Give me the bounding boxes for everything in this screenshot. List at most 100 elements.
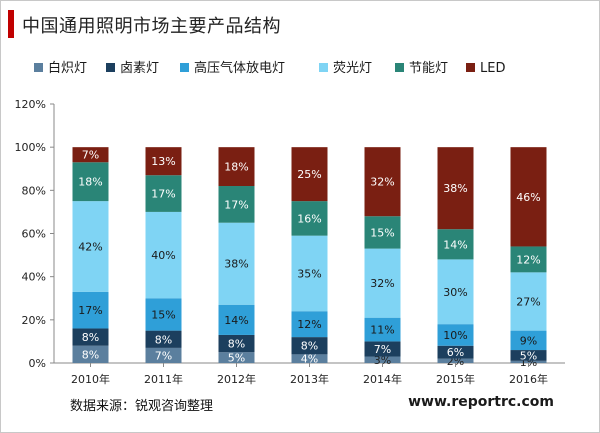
x-tick-label: 2016年 [509,372,548,386]
data-label: 8% [228,338,245,351]
data-label: 32% [370,176,394,189]
bar-segment [145,211,182,299]
x-tick-label: 2010年 [71,372,110,386]
data-label: 42% [78,240,102,253]
bar-segment [72,328,109,346]
data-label: 4% [301,353,318,366]
bar-segment [291,311,328,338]
data-label: 7% [82,149,99,162]
bar-segment [510,147,547,247]
y-tick-label: 0% [29,357,46,370]
bar-segment [510,350,547,361]
bar-segment [364,341,401,357]
bar-segment [437,259,474,325]
data-label: 14% [443,238,467,251]
data-label: 35% [297,267,321,280]
bar-segment [510,360,547,363]
data-label: 38% [443,182,467,195]
data-label: 8% [155,333,172,346]
bar-segment [437,358,474,363]
data-label: 8% [301,340,318,353]
y-tick-label: 100% [15,141,46,154]
legend-swatch [319,63,328,72]
bar-segment [218,334,255,353]
data-label: 14% [224,314,248,327]
bar-segment [72,201,109,292]
page-title: 中国通用照明市场主要产品结构 [22,16,281,37]
legend-label: 荧光灯 [333,61,372,76]
data-label: 32% [370,277,394,290]
bar-segment [145,330,182,348]
bar-segment [437,147,474,230]
bar-segment [72,345,109,363]
legend-swatch [466,63,475,72]
legend-label: 白炽灯 [48,60,87,76]
website-label: www.reportrc.com [408,394,554,410]
bar-segment [291,354,328,363]
bar-segment [364,317,401,342]
data-label: 5% [228,352,245,365]
data-label: 3% [374,354,391,367]
legend-label: 卤素灯 [120,60,159,76]
data-label: 15% [151,308,175,321]
y-tick-label: 80% [22,184,46,197]
bar-segment [364,147,401,217]
x-tick-label: 2012年 [217,372,256,386]
data-label: 30% [443,286,467,299]
bar-segment [145,347,182,363]
data-label: 8% [82,348,99,361]
bar-segment [437,345,474,359]
x-tick-label: 2014年 [363,372,402,386]
bar-segment [72,291,109,329]
bar-segment [510,272,547,331]
bar-segment [218,304,255,335]
bar-segment [145,175,182,212]
data-label: 9% [520,334,537,347]
data-label: 6% [447,346,464,359]
bar-segment [145,147,182,176]
data-label: 27% [516,295,540,308]
bar-segment [218,222,255,305]
data-label: 15% [370,226,394,239]
bar-segment [364,216,401,249]
legend-swatch [106,63,115,72]
title-accent-bar [8,10,14,38]
bar-segment [72,147,109,163]
data-label: 17% [151,188,175,201]
x-tick-label: 2015年 [436,372,475,386]
data-label: 11% [370,324,394,337]
bar-segment [364,248,401,318]
bar-segment [218,147,255,187]
bar-segment [364,356,401,363]
data-label: 17% [78,304,102,317]
legend-swatch [34,63,43,72]
data-label: 46% [516,191,540,204]
data-label: 7% [155,349,172,362]
bar-segment [510,330,547,351]
bar-segment [291,147,328,202]
legend-swatch [180,63,189,72]
bar-segment [145,298,182,331]
bar-segment [218,186,255,223]
bar-segment [510,246,547,273]
data-label: 17% [224,198,248,211]
y-tick-label: 120% [15,98,46,111]
x-tick-label: 2013年 [290,372,329,386]
legend-label: 高压气体放电灯 [194,60,285,76]
y-tick-label: 40% [22,271,46,284]
source-note: 数据来源：锐观咨询整理 [70,399,214,414]
bar-segment [437,324,474,346]
legend-label: 节能灯 [409,61,448,76]
data-label: 40% [151,249,175,262]
bar-segment [291,235,328,312]
y-tick-label: 60% [22,228,46,241]
data-label: 18% [78,176,102,189]
legend-label: LED [480,61,505,76]
bar-segment [72,162,109,202]
data-label: 12% [516,253,540,266]
x-tick-label: 2011年 [144,372,183,386]
y-tick-label: 20% [22,314,46,327]
bar-segment [291,201,328,236]
data-label: 10% [443,329,467,342]
